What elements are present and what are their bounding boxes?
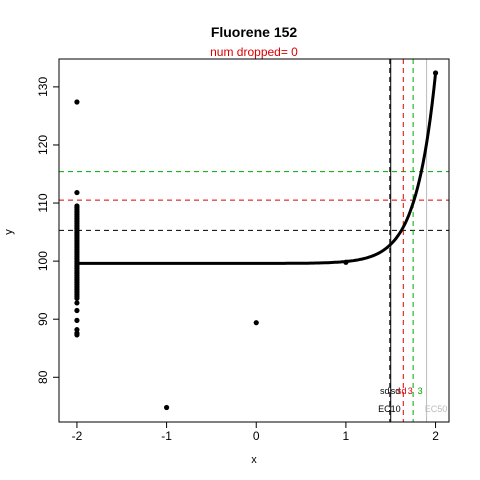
fit-curve [76,72,438,265]
point-xm2-57 [74,307,80,314]
y-tick-label-4: 120 [36,135,50,155]
point-xm2-0 [74,99,80,105]
point-xm2-56 [74,300,80,306]
point-xm2-1 [74,189,80,196]
x-tick-label-2: 0 [253,429,260,443]
point-xm2-55 [74,295,80,301]
chart-subtitle: num dropped= 0 [210,45,298,59]
annotation-3: 3 [408,386,413,396]
annotation-5: EC10 [378,404,401,414]
y-tick-label-5: 130 [36,77,50,97]
annotation-2: sd [397,386,407,396]
x-tick-label-1: -1 [161,429,172,443]
y-tick-label-3: 110 [36,193,50,212]
point-1 [253,320,259,326]
annotation-1: sd [391,386,401,396]
annotation-0: sd [380,386,390,396]
y-axis-label: y [3,229,15,235]
x-tick-label-0: -2 [72,429,83,443]
data-points [74,70,439,411]
x-tick-label-4: 2 [432,429,439,443]
y-tick-label-1: 90 [36,312,50,326]
point-0 [163,404,170,411]
point-xm2-61 [74,332,80,338]
y-axis-ticks: 80 90 100 110 120 130 [36,77,59,384]
chart-title: Fluorene 152 [211,24,298,40]
point-xm2-58 [74,317,80,323]
annotation-6: EC50 [425,404,448,414]
x-axis-label: x [251,454,257,466]
annotation-4: 3 [418,386,423,396]
reference-lines [59,59,449,422]
x-tick-label-3: 1 [343,429,350,443]
x-axis-ticks: -2 -1 0 1 2 [72,421,439,443]
y-tick-label-0: 80 [36,370,50,384]
y-tick-label-2: 100 [36,251,50,271]
